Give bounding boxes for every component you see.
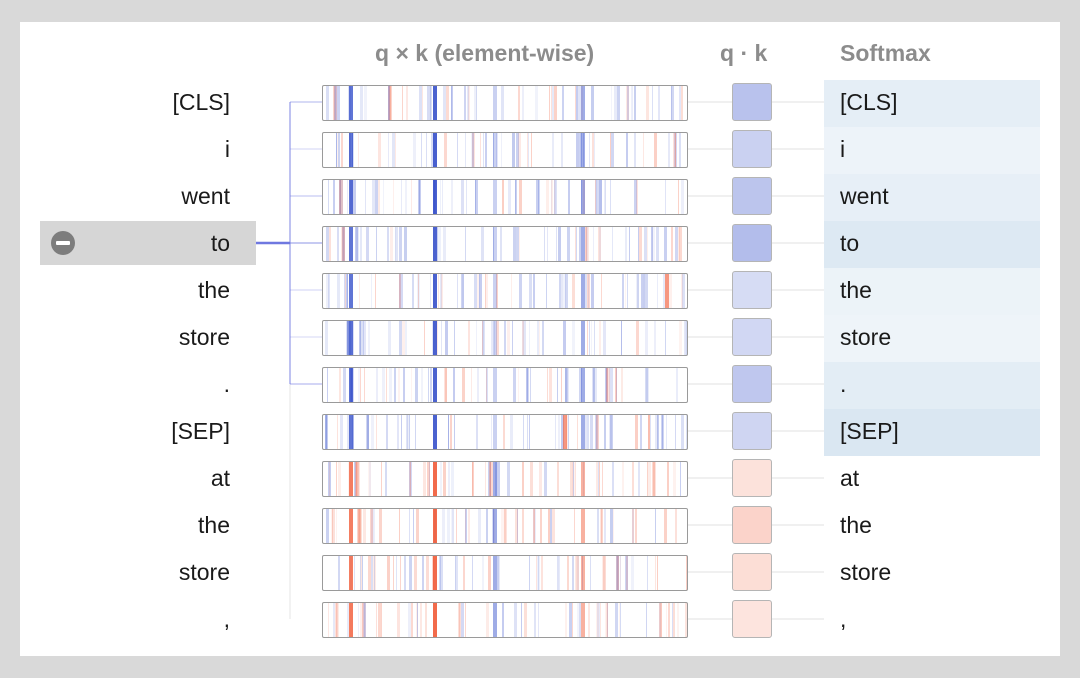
softmax-bar [824, 409, 1040, 456]
key-token[interactable]: . [840, 371, 847, 397]
query-token[interactable]: [SEP] [171, 418, 230, 444]
dot-product-cell [732, 459, 772, 497]
elementwise-heatmap-row [322, 414, 688, 450]
query-token[interactable]: at [210, 465, 230, 491]
attention-lines [256, 101, 824, 620]
softmax-bar [824, 362, 1040, 409]
softmax-bar [824, 174, 1040, 221]
softmax-bar [824, 268, 1040, 315]
elementwise-heatmap-row [322, 320, 688, 356]
key-token[interactable]: , [840, 606, 847, 632]
softmax-bar [824, 127, 1040, 174]
key-token[interactable]: i [840, 136, 846, 162]
softmax-bar [824, 80, 1040, 127]
dot-product-cell [732, 600, 772, 638]
key-token[interactable]: the [840, 277, 872, 303]
key-token[interactable]: the [840, 512, 872, 538]
query-token[interactable]: . [223, 371, 230, 397]
minus-circle-icon[interactable] [51, 231, 75, 255]
dot-product-cell [732, 130, 772, 168]
elementwise-heatmap-row [322, 273, 688, 309]
dot-product-cell [732, 365, 772, 403]
query-token[interactable]: the [198, 277, 230, 303]
selected-token-highlight [40, 221, 256, 265]
elementwise-heatmap-row [322, 179, 688, 215]
header-softmax: Softmax [840, 40, 931, 66]
key-token[interactable]: store [840, 559, 892, 585]
key-token[interactable]: [SEP] [840, 418, 899, 444]
key-token[interactable]: at [840, 465, 860, 491]
dot-product-cell [732, 318, 772, 356]
query-token[interactable]: store [178, 324, 230, 350]
softmax-bar [824, 315, 1040, 362]
query-token[interactable]: to [210, 230, 230, 256]
query-token[interactable]: went [181, 183, 230, 209]
dot-product-cell [732, 412, 772, 450]
query-token[interactable]: store [178, 559, 230, 585]
elementwise-heatmap-row [322, 132, 688, 168]
elementwise-heatmap-row [322, 367, 688, 403]
elementwise-heatmap-row [322, 461, 688, 497]
elementwise-heatmap-row [322, 555, 688, 591]
query-token[interactable]: i [224, 136, 230, 162]
elementwise-heatmap-row [322, 85, 688, 121]
header-elementwise: q × k (element-wise) [375, 40, 595, 66]
dot-product-cell [732, 506, 772, 544]
dot-product-cell [732, 83, 772, 121]
dot-product-cell [732, 224, 772, 262]
key-token[interactable]: to [840, 230, 860, 256]
query-token[interactable]: , [223, 606, 230, 632]
dot-product-cell [732, 177, 772, 215]
attention-panel: q × k (element-wise) q · k Softmax [CLS]… [20, 22, 1060, 656]
header-dot-product: q · k [720, 40, 768, 66]
elementwise-heatmap-row [322, 602, 688, 638]
dot-product-cell [732, 271, 772, 309]
key-token[interactable]: [CLS] [840, 89, 898, 115]
softmax-bar [824, 221, 1040, 268]
elementwise-heatmap-row [322, 226, 688, 262]
query-token[interactable]: [CLS] [172, 89, 230, 115]
key-token[interactable]: store [840, 324, 892, 350]
elementwise-heatmap-row [322, 508, 688, 544]
query-token[interactable]: the [198, 512, 230, 538]
key-token[interactable]: went [840, 183, 889, 209]
dot-product-cell [732, 553, 772, 591]
